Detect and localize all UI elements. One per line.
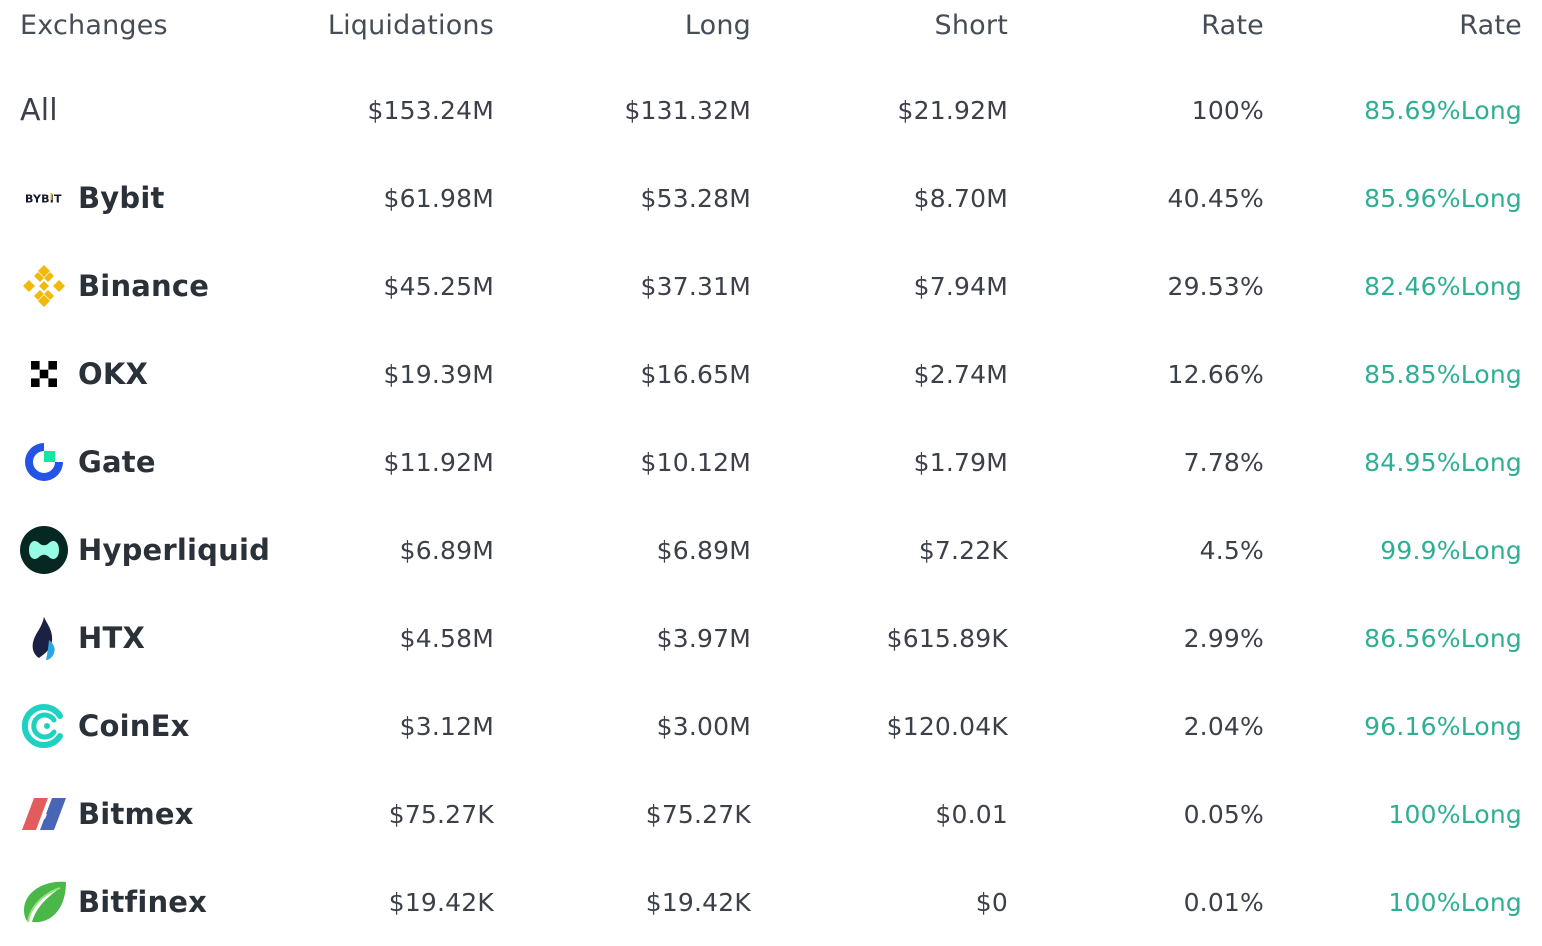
table-row[interactable]: Bitmex $75.27K $75.27K $0.01 0.05% 100%L… — [0, 770, 1542, 858]
rate-value: 29.53% — [1167, 271, 1264, 301]
long-rate-value: 96.16%Long — [1364, 711, 1522, 741]
exchange-name: All — [20, 92, 58, 128]
long-value: $3.97M — [656, 623, 751, 653]
long-rate-value: 100%Long — [1388, 887, 1522, 917]
table-row[interactable]: CoinEx $3.12M $3.00M $120.04K 2.04% 96.1… — [0, 682, 1542, 770]
short-value: $1.79M — [913, 447, 1008, 477]
exchange-name-cell[interactable]: CoinEx — [20, 682, 310, 770]
rate-value: 100% — [1191, 95, 1264, 125]
long-rate-value: 85.96%Long — [1364, 183, 1522, 213]
exchange-name-cell[interactable]: Hyperliquid — [20, 506, 310, 594]
gate-logo-icon — [20, 438, 68, 486]
long-rate-value: 85.85%Long — [1364, 359, 1522, 389]
long-value: $75.27K — [645, 799, 751, 829]
liquidations-value: $19.42K — [388, 887, 494, 917]
table-row[interactable]: Bitfinex $19.42K $19.42K $0 0.01% 100%Lo… — [0, 858, 1542, 946]
bybit-logo-text: BYBIT — [25, 193, 62, 206]
long-value: $53.28M — [640, 183, 751, 213]
exchange-name[interactable]: Gate — [78, 445, 156, 479]
short-value: $2.74M — [913, 359, 1008, 389]
rate-value: 7.78% — [1183, 447, 1264, 477]
liquidations-value: $153.24M — [367, 95, 494, 125]
long-value: $10.12M — [640, 447, 751, 477]
header-liquidations[interactable]: Liquidations — [327, 9, 494, 41]
short-value: $120.04K — [886, 711, 1008, 741]
table-row[interactable]: BYBIT Bybit $61.98M $53.28M $8.70M 40.45… — [0, 154, 1542, 242]
table-row[interactable]: Hyperliquid $6.89M $6.89M $7.22K 4.5% 99… — [0, 506, 1542, 594]
table-header: Exchanges Liquidations Long Short Rate R… — [0, 0, 1542, 69]
long-rate-value: 82.46%Long — [1364, 271, 1522, 301]
exchange-name-cell[interactable]: Bitfinex — [20, 858, 310, 946]
binance-logo-icon — [20, 262, 68, 310]
short-value: $7.94M — [913, 271, 1008, 301]
exchange-name-cell: All — [20, 66, 310, 154]
bitfinex-logo-icon — [20, 878, 68, 926]
rate-value: 4.5% — [1199, 535, 1264, 565]
long-rate-value: 99.9%Long — [1380, 535, 1522, 565]
long-value: $16.65M — [640, 359, 751, 389]
table-row-all: All $153.24M $131.32M $21.92M 100% 85.69… — [0, 66, 1542, 154]
short-value: $0.01 — [935, 799, 1008, 829]
bybit-logo-icon: BYBIT — [20, 174, 68, 222]
rate-value: 12.66% — [1167, 359, 1264, 389]
table-row[interactable]: HTX $4.58M $3.97M $615.89K 2.99% 86.56%L… — [0, 594, 1542, 682]
exchange-name[interactable]: Binance — [78, 269, 210, 303]
long-rate-value: 85.69%Long — [1364, 95, 1522, 125]
bitmex-logo-icon — [20, 790, 68, 838]
exchange-name-cell[interactable]: Gate — [20, 418, 310, 506]
exchange-name[interactable]: Bitfinex — [78, 885, 208, 919]
table-row[interactable]: Gate $11.92M $10.12M $1.79M 7.78% 84.95%… — [0, 418, 1542, 506]
liquidations-value: $75.27K — [388, 799, 494, 829]
rate-value: 2.99% — [1183, 623, 1264, 653]
exchange-name[interactable]: Hyperliquid — [78, 533, 271, 567]
coinex-logo-icon — [20, 702, 68, 750]
table-row[interactable]: Binance $45.25M $37.31M $7.94M 29.53% 82… — [0, 242, 1542, 330]
short-value: $0 — [975, 887, 1008, 917]
liquidations-value: $6.89M — [399, 535, 494, 565]
exchange-name-cell[interactable]: Binance — [20, 242, 310, 330]
rate-value: 2.04% — [1183, 711, 1264, 741]
short-value: $21.92M — [897, 95, 1008, 125]
long-rate-value: 100%Long — [1388, 799, 1522, 829]
liquidations-value: $45.25M — [383, 271, 494, 301]
exchange-name[interactable]: CoinEx — [78, 709, 190, 743]
long-value: $3.00M — [656, 711, 751, 741]
long-value: $19.42K — [645, 887, 751, 917]
table-row[interactable]: OKX $19.39M $16.65M $2.74M 12.66% 85.85%… — [0, 330, 1542, 418]
header-exchanges[interactable]: Exchanges — [20, 9, 168, 41]
exchange-name[interactable]: Bitmex — [78, 797, 194, 831]
rate-value: 0.05% — [1183, 799, 1264, 829]
header-long-rate[interactable]: Rate — [1459, 9, 1522, 41]
long-value: $131.32M — [624, 95, 751, 125]
hyperliquid-logo-icon — [20, 526, 68, 574]
header-rate[interactable]: Rate — [1201, 9, 1264, 41]
rate-value: 40.45% — [1167, 183, 1264, 213]
header-short[interactable]: Short — [934, 9, 1008, 41]
exchange-name-cell[interactable]: Bitmex — [20, 770, 310, 858]
long-rate-value: 84.95%Long — [1364, 447, 1522, 477]
liquidations-value: $19.39M — [383, 359, 494, 389]
short-value: $7.22K — [918, 535, 1008, 565]
long-value: $37.31M — [640, 271, 751, 301]
long-rate-value: 86.56%Long — [1364, 623, 1522, 653]
exchange-name[interactable]: Bybit — [78, 181, 165, 215]
liquidations-value: $61.98M — [383, 183, 494, 213]
liquidations-value: $11.92M — [383, 447, 494, 477]
liquidations-value: $4.58M — [399, 623, 494, 653]
short-value: $615.89K — [886, 623, 1008, 653]
exchange-name-cell[interactable]: BYBIT Bybit — [20, 154, 310, 242]
htx-logo-icon — [20, 614, 68, 662]
exchange-name[interactable]: OKX — [78, 357, 149, 391]
rate-value: 0.01% — [1183, 887, 1264, 917]
header-long[interactable]: Long — [684, 9, 751, 41]
exchange-name-cell[interactable]: OKX — [20, 330, 310, 418]
long-value: $6.89M — [656, 535, 751, 565]
short-value: $8.70M — [913, 183, 1008, 213]
okx-logo-icon — [20, 350, 68, 398]
exchange-name[interactable]: HTX — [78, 621, 146, 655]
exchange-name-cell[interactable]: HTX — [20, 594, 310, 682]
liquidations-value: $3.12M — [399, 711, 494, 741]
